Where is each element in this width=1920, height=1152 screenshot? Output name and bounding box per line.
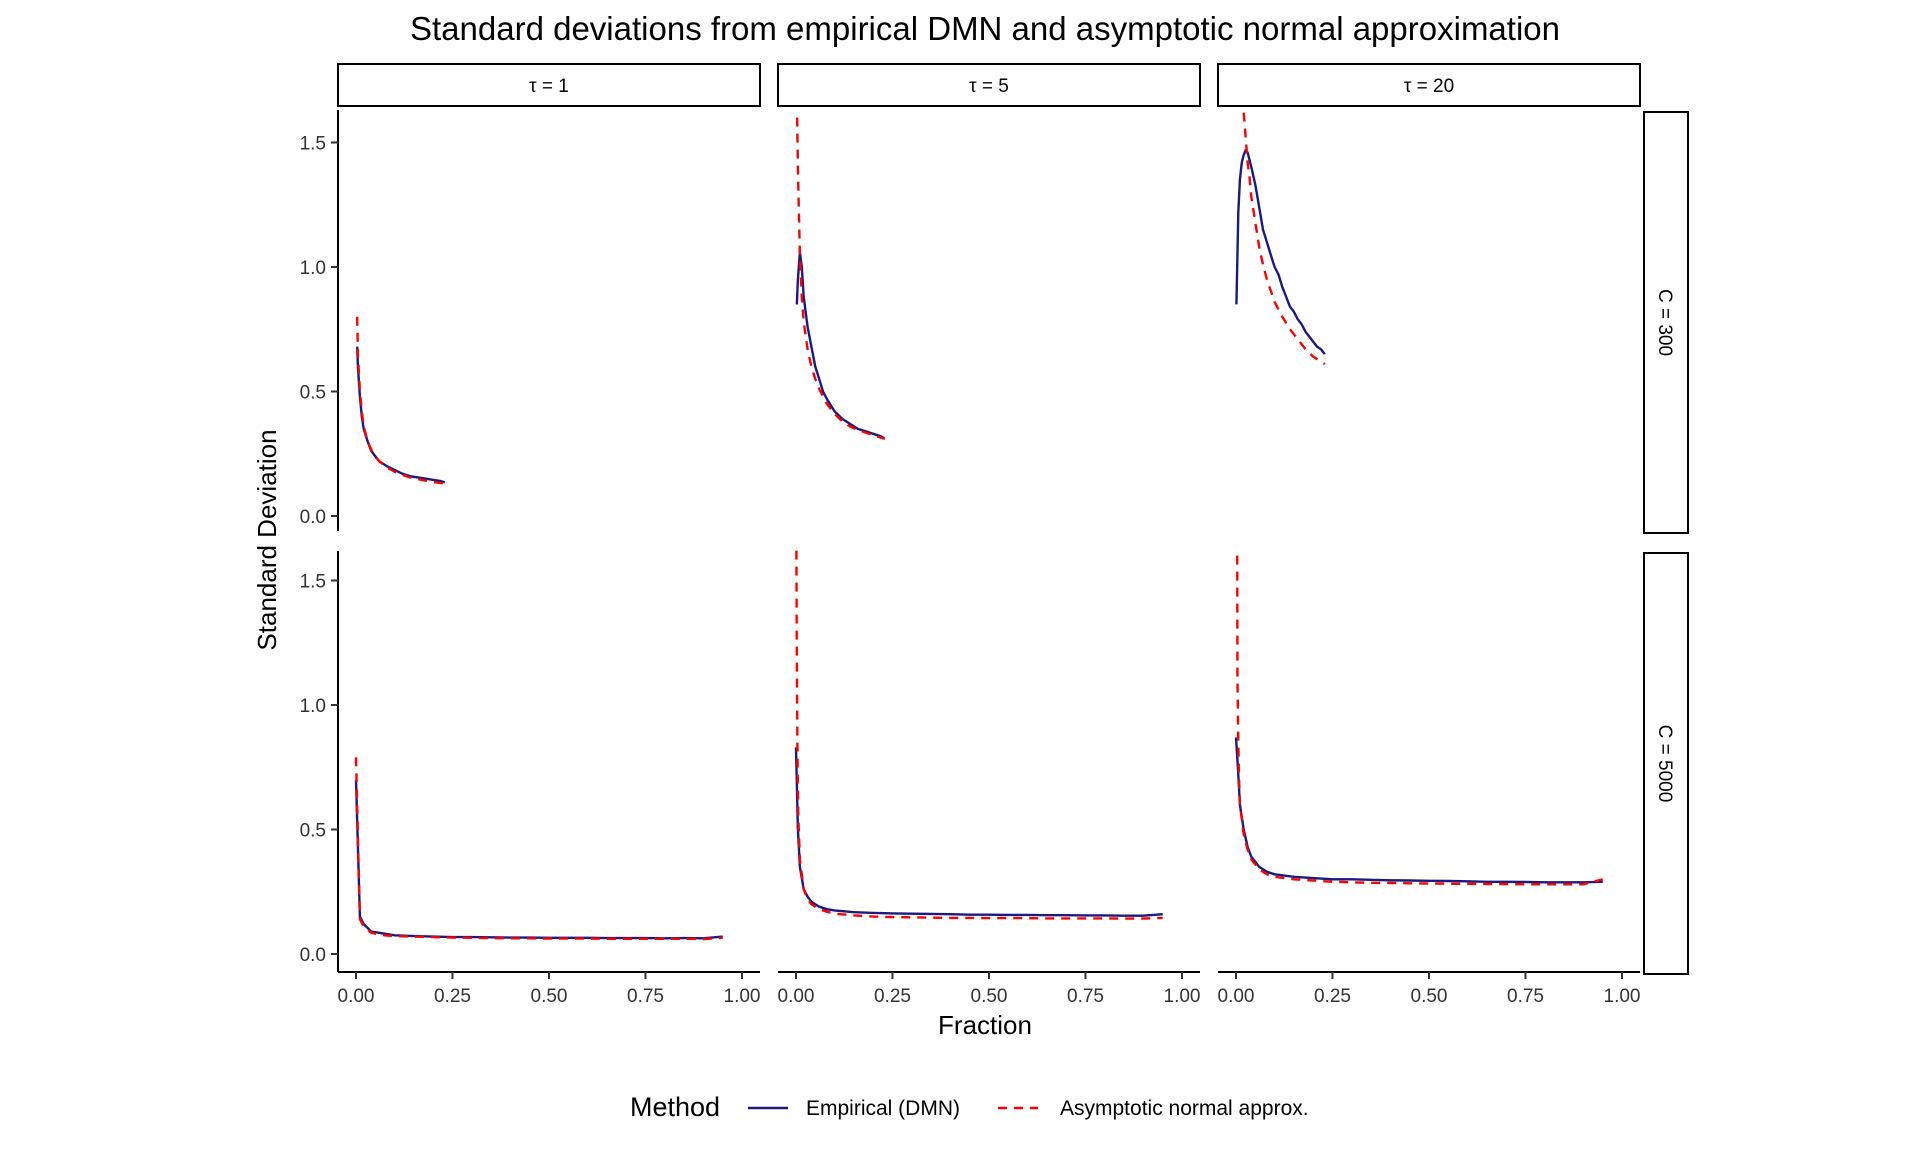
x-tick-label: 0.00 — [778, 986, 815, 1007]
facet-strip-label: C = 300 — [1654, 289, 1675, 356]
chart-title: Standard deviations from empirical DMN a… — [410, 10, 1560, 47]
legend-title: Method — [630, 1092, 720, 1122]
x-tick-label: 0.50 — [531, 986, 568, 1007]
legend-label: Empirical (DMN) — [806, 1097, 960, 1120]
legend-label: Asymptotic normal approx. — [1060, 1097, 1309, 1120]
x-tick-label: 0.50 — [1411, 986, 1448, 1007]
x-tick-label: 0.50 — [971, 986, 1008, 1007]
series-line-empirical — [794, 747, 1163, 917]
x-tick-label: 1.00 — [724, 986, 761, 1007]
series-line-empirical — [1235, 148, 1326, 355]
x-tick-label: 0.00 — [338, 986, 375, 1007]
facet-strip-col — [337, 63, 761, 107]
series-line-asymptotic — [796, 117, 886, 440]
facet-strip-row — [1643, 111, 1689, 534]
facet-strip-label: τ = 5 — [969, 76, 1009, 97]
y-tick-label: 0.5 — [300, 383, 326, 404]
x-tick-label: 0.25 — [874, 986, 911, 1007]
facet-strip-label: C = 5000 — [1654, 725, 1675, 803]
facet-panels: τ = 1 τ = 5 τ = 20 C = 300 C = 5000 0.0 0.5 1.0… — [300, 63, 1689, 1007]
facet-strip-row — [1643, 552, 1689, 975]
x-tick-label: 0.75 — [1507, 986, 1544, 1007]
series-line-asymptotic — [354, 757, 723, 941]
series-line-asymptotic — [1235, 555, 1604, 886]
series-line-empirical — [356, 346, 446, 484]
facet-strip-label: τ = 20 — [1404, 76, 1454, 97]
y-axis-title: Standard Deviation — [252, 429, 282, 650]
y-tick-label: 1.5 — [300, 134, 326, 155]
facet-strip-label: τ = 1 — [529, 76, 569, 97]
x-tick-label: 1.00 — [1164, 986, 1201, 1007]
x-tick-label: 0.25 — [1314, 986, 1351, 1007]
series-line-asymptotic — [356, 316, 445, 485]
x-tick-label: 0.75 — [1067, 986, 1104, 1007]
x-tick-label: 1.00 — [1604, 986, 1641, 1007]
series-line-empirical — [354, 779, 723, 940]
y-tick-label: 0.0 — [300, 945, 326, 966]
y-tick-label: 1.0 — [300, 696, 326, 717]
y-tick-label: 0.5 — [300, 821, 326, 842]
facet-strip-col — [777, 63, 1201, 107]
series-line-empirical — [795, 250, 886, 440]
x-axis-title: Fraction — [938, 1010, 1032, 1040]
legend: Method Empirical (DMN) Asymptotic normal a… — [630, 1092, 1309, 1122]
y-tick-label: 1.0 — [300, 258, 326, 279]
series-line-asymptotic — [1242, 112, 1326, 366]
x-tick-label: 0.75 — [627, 986, 664, 1007]
x-tick-label: 0.00 — [1218, 986, 1255, 1007]
series-line-empirical — [1234, 737, 1603, 884]
series-line-asymptotic — [795, 550, 1163, 920]
y-tick-label: 0.0 — [300, 507, 326, 528]
y-tick-label: 1.5 — [300, 572, 326, 593]
x-tick-label: 0.25 — [434, 986, 471, 1007]
facet-strip-col — [1217, 63, 1641, 107]
